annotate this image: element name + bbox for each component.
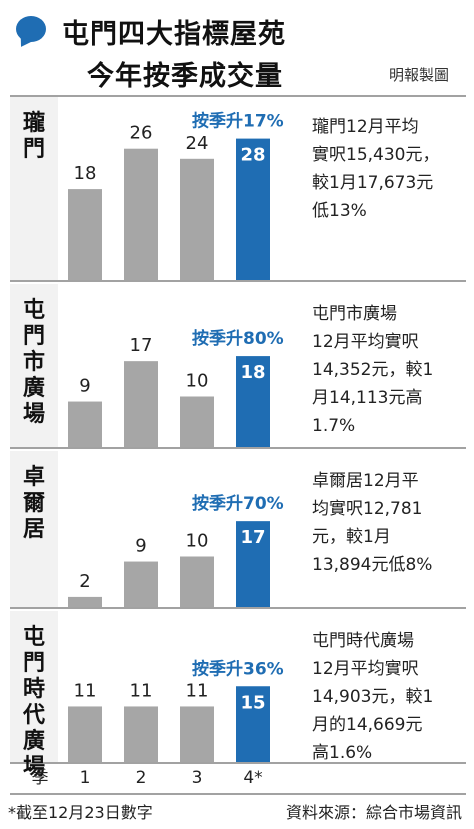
description-line: 12月平均實呎 xyxy=(312,659,419,679)
description-line: 月的14,669元 xyxy=(312,715,422,735)
growth-callout: 按季升70% xyxy=(192,493,284,514)
data-label: 15 xyxy=(240,692,265,713)
bar xyxy=(124,561,158,607)
bar-highlight xyxy=(236,686,270,762)
panel-label-char: 門 xyxy=(23,136,45,162)
panel-label-background xyxy=(10,451,58,607)
growth-callout: 按季升17% xyxy=(192,111,284,132)
description-line: 13,894元低8% xyxy=(312,555,432,575)
bar xyxy=(124,361,158,447)
description-line: 14,903元，較1 xyxy=(312,687,433,707)
data-label: 17 xyxy=(240,527,265,548)
bar xyxy=(180,706,214,762)
x-tick-label: 2 xyxy=(136,768,147,788)
bar xyxy=(68,596,102,607)
data-label: 28 xyxy=(240,145,265,166)
growth-callout: 按季升36% xyxy=(192,658,284,679)
description-line: 低13% xyxy=(312,201,367,221)
panel-label-char: 廣 xyxy=(23,728,45,754)
description-line: 元，較1月 xyxy=(312,527,391,547)
credit-label: 明報製圖 xyxy=(388,66,449,84)
x-tick-label: 1 xyxy=(80,768,91,788)
panel-label-char: 爾 xyxy=(22,490,45,516)
data-label: 26 xyxy=(130,123,153,144)
bar xyxy=(68,401,102,447)
bar xyxy=(124,148,158,280)
bar-highlight xyxy=(236,138,270,280)
description-line: 均實呎12,781 xyxy=(312,499,422,519)
description-line: 屯門時代廣場 xyxy=(312,631,414,651)
panel-label-char: 市 xyxy=(23,349,45,375)
chart-title: 屯門四大指標屋苑 xyxy=(62,19,286,50)
bar xyxy=(180,396,214,447)
data-label: 18 xyxy=(74,163,97,184)
data-label: 11 xyxy=(74,680,97,701)
growth-callout: 按季升80% xyxy=(192,328,284,349)
data-label: 9 xyxy=(79,376,90,397)
panel-label-char: 門 xyxy=(23,650,45,676)
x-tick-label: 3 xyxy=(192,768,203,788)
description-line: 實呎15,430元， xyxy=(312,145,439,165)
bar-highlight xyxy=(236,521,270,607)
data-label: 24 xyxy=(186,133,209,154)
panel-label-char: 廣 xyxy=(23,375,45,401)
panel-label-background xyxy=(10,284,58,447)
panel-label-background xyxy=(10,97,58,280)
description-line: 屯門市廣場 xyxy=(312,304,397,324)
description-line: 1.7% xyxy=(312,416,355,436)
data-label: 9 xyxy=(135,536,146,557)
panel-label-background xyxy=(10,611,58,762)
bar xyxy=(68,189,102,280)
description-line: 月14,113元高 xyxy=(312,388,422,408)
panel-label-char: 居 xyxy=(23,516,45,542)
x-axis-label: 季 xyxy=(32,768,49,788)
data-label: 10 xyxy=(186,531,209,552)
footnote: *截至12月23日數字 xyxy=(8,803,153,822)
data-label: 10 xyxy=(186,371,209,392)
panel-label-char: 場 xyxy=(23,754,45,780)
bar-highlight xyxy=(236,356,270,447)
panel-label-char: 場 xyxy=(23,401,45,427)
panel-label-char: 門 xyxy=(23,323,45,349)
description-line: 瓏門12月平均 xyxy=(312,117,419,137)
data-label: 2 xyxy=(79,571,90,592)
speech-bubble-icon xyxy=(16,16,46,42)
data-label: 11 xyxy=(186,680,209,701)
data-label: 18 xyxy=(240,362,265,383)
bar xyxy=(180,556,214,607)
panel-label-char: 屯 xyxy=(23,624,45,650)
data-label: 17 xyxy=(130,335,153,356)
bar xyxy=(124,706,158,762)
description-line: 卓爾居12月平 xyxy=(312,471,419,491)
x-tick-label: 4* xyxy=(243,768,262,788)
panel-label-char: 時 xyxy=(23,676,45,702)
bar xyxy=(180,158,214,280)
panel-label-char: 屯 xyxy=(23,297,45,323)
description-line: 高1.6% xyxy=(312,743,372,763)
panel-label-char: 卓 xyxy=(23,464,45,490)
source-note: 資料來源：綜合市場資訊 xyxy=(285,803,462,822)
description-line: 12月平均實呎 xyxy=(312,332,419,352)
data-label: 11 xyxy=(130,680,153,701)
panel-label-char: 瓏 xyxy=(23,110,45,136)
panel-label-char: 代 xyxy=(22,702,45,728)
chart-subtitle: 今年按季成交量 xyxy=(87,61,283,92)
description-line: 較1月17,673元 xyxy=(312,173,433,193)
description-line: 14,352元，較1 xyxy=(312,360,433,380)
bar xyxy=(68,706,102,762)
